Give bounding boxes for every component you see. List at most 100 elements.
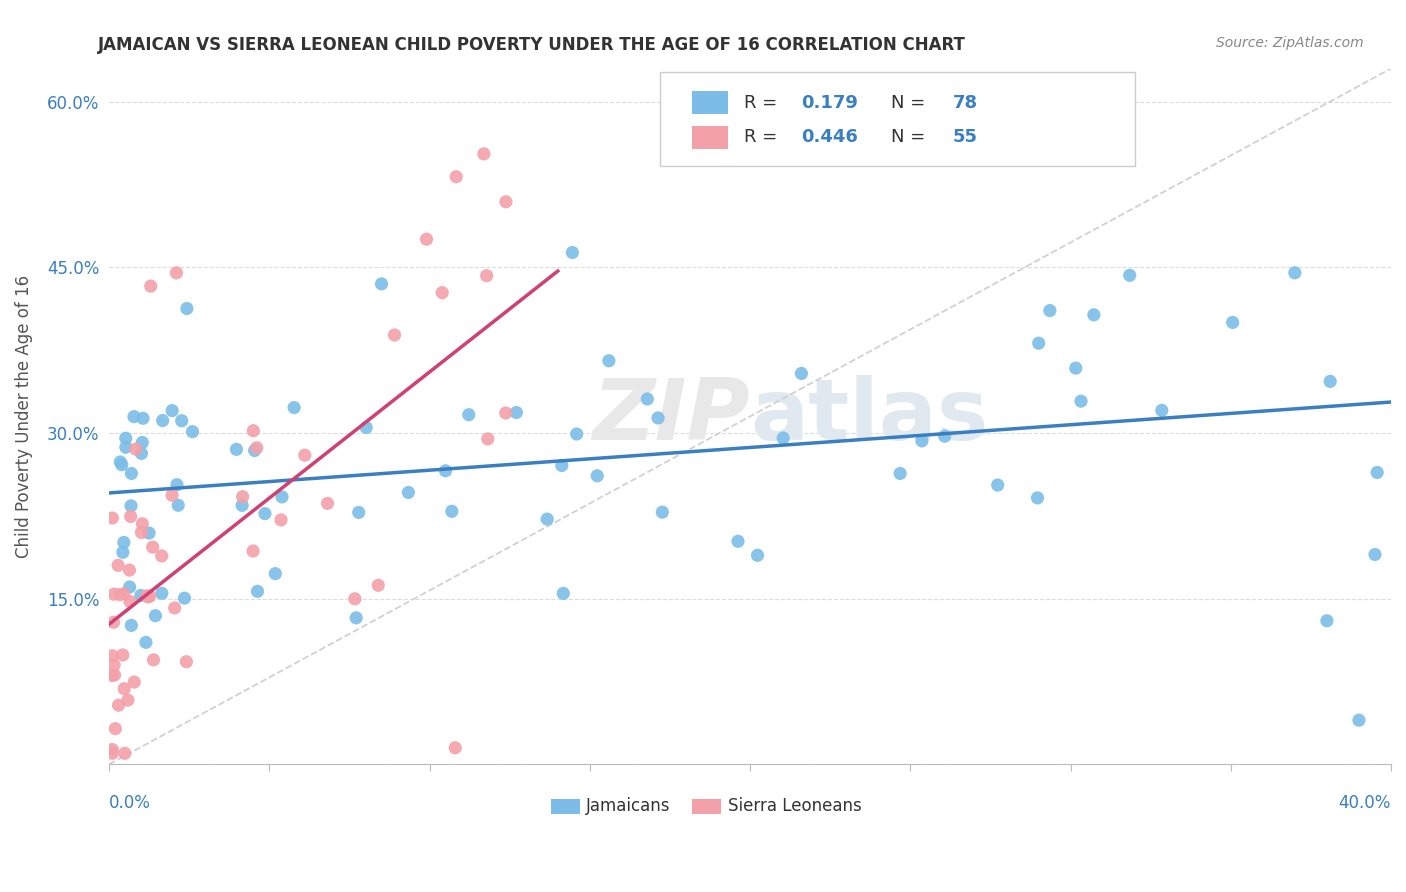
Text: 40.0%: 40.0%	[1339, 794, 1391, 812]
Bar	[551, 799, 579, 814]
Point	[122, 409, 145, 424]
Point	[112, 587, 135, 601]
Point	[131, 525, 153, 540]
Point	[101, 648, 124, 663]
Point	[347, 505, 370, 519]
Point	[136, 590, 159, 604]
Point	[138, 526, 160, 541]
Point	[747, 549, 769, 563]
Point	[120, 618, 142, 632]
Point	[114, 431, 136, 445]
Text: 78: 78	[953, 94, 977, 112]
Point	[136, 589, 159, 603]
Point	[101, 747, 124, 761]
Point	[457, 408, 479, 422]
Point	[160, 488, 183, 502]
Point	[889, 467, 911, 481]
Point	[120, 594, 142, 608]
Point	[911, 434, 934, 448]
Point	[176, 301, 198, 316]
Point	[495, 194, 517, 209]
Point	[790, 367, 813, 381]
Point	[139, 279, 162, 293]
Point	[170, 414, 193, 428]
Point	[150, 586, 173, 600]
FancyBboxPatch shape	[661, 72, 1135, 166]
Point	[561, 245, 583, 260]
Point	[1284, 266, 1306, 280]
Point	[246, 584, 269, 599]
Point	[1316, 614, 1339, 628]
Point	[264, 566, 287, 581]
Point	[142, 540, 165, 554]
Point	[316, 496, 339, 510]
Point	[271, 490, 294, 504]
Point	[107, 698, 129, 713]
Text: R =: R =	[744, 94, 783, 112]
Point	[165, 266, 187, 280]
Point	[343, 591, 366, 606]
Point	[475, 268, 498, 283]
Point	[118, 580, 141, 594]
Point	[651, 505, 673, 519]
Point	[120, 509, 142, 524]
Point	[551, 458, 574, 473]
Point	[112, 535, 135, 549]
Point	[727, 534, 749, 549]
Point	[1026, 491, 1049, 505]
Point	[536, 512, 558, 526]
Point	[129, 589, 152, 603]
Point	[1028, 336, 1050, 351]
Point	[120, 499, 142, 513]
Point	[1319, 375, 1341, 389]
Point	[477, 432, 499, 446]
Point	[283, 401, 305, 415]
Point	[553, 586, 575, 600]
Point	[173, 591, 195, 606]
Point	[1118, 268, 1140, 283]
Point	[1222, 315, 1244, 329]
Point	[1364, 548, 1386, 562]
Point	[125, 442, 148, 457]
Point	[384, 328, 406, 343]
Point	[163, 601, 186, 615]
Text: Sierra Leoneans: Sierra Leoneans	[728, 797, 862, 815]
Text: atlas: atlas	[749, 375, 988, 458]
Point	[253, 507, 276, 521]
Text: N =: N =	[891, 94, 931, 112]
Point	[294, 448, 316, 462]
Text: JAMAICAN VS SIERRA LEONEAN CHILD POVERTY UNDER THE AGE OF 16 CORRELATION CHART: JAMAICAN VS SIERRA LEONEAN CHILD POVERTY…	[98, 36, 966, 54]
Point	[344, 611, 367, 625]
Point	[243, 443, 266, 458]
Point	[472, 147, 495, 161]
Text: ZIP: ZIP	[592, 375, 749, 458]
Point	[586, 468, 609, 483]
Point	[1150, 403, 1173, 417]
Point	[112, 681, 135, 696]
Point	[440, 504, 463, 518]
Point	[636, 392, 658, 406]
Point	[242, 544, 264, 558]
Point	[142, 653, 165, 667]
Point	[225, 442, 247, 457]
Point	[101, 742, 124, 756]
Point	[120, 467, 142, 481]
Point	[505, 405, 527, 419]
Text: Jamaicans: Jamaicans	[586, 797, 671, 815]
Point	[987, 478, 1010, 492]
Point	[495, 406, 517, 420]
Point	[1039, 303, 1062, 318]
Point	[145, 608, 167, 623]
Point	[114, 747, 136, 761]
Point	[434, 464, 457, 478]
Point	[101, 511, 124, 525]
Point	[444, 169, 467, 184]
Bar	[692, 799, 720, 814]
Point	[934, 429, 956, 443]
Bar	[692, 127, 728, 149]
Point	[152, 413, 174, 427]
Point	[131, 435, 153, 450]
Point	[117, 693, 139, 707]
Point	[107, 558, 129, 573]
Point	[131, 516, 153, 531]
